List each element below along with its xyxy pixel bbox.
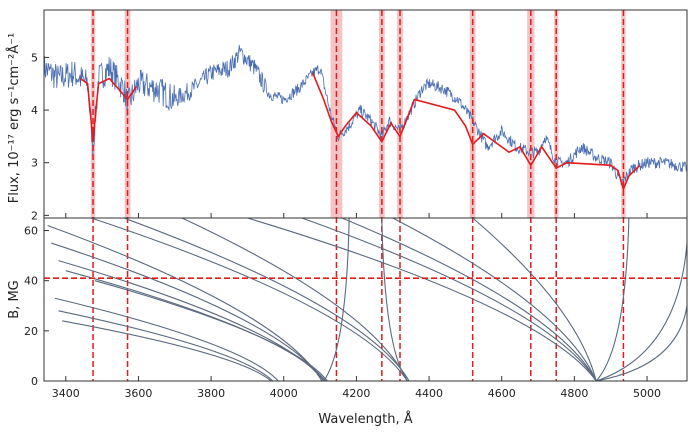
x-axis-label: Wavelength, Å bbox=[318, 411, 412, 427]
field-track-12 bbox=[301, 217, 597, 382]
top-y-tick-label-3: 5 bbox=[31, 51, 38, 64]
top-y-axis-label: Flux, 10⁻¹⁷ erg s⁻¹cm⁻²Å⁻¹ bbox=[6, 33, 22, 203]
x-tick-label-5: 4400 bbox=[415, 387, 443, 400]
bottom-y-tick-label-3: 60 bbox=[24, 225, 38, 238]
x-tick-label-7: 4800 bbox=[560, 387, 588, 400]
field-track-14 bbox=[392, 217, 597, 382]
top-flux-panel: 2 3 4 5 bbox=[31, 9, 688, 381]
field-track-11 bbox=[247, 217, 597, 382]
field-track-6 bbox=[47, 225, 323, 382]
top-y-tick-label-1: 3 bbox=[31, 157, 38, 170]
x-tick-label-2: 3800 bbox=[197, 387, 225, 400]
field-track-2 bbox=[62, 320, 272, 382]
field-track-13 bbox=[341, 217, 597, 382]
model-fit-segment-1 bbox=[312, 72, 641, 192]
bottom-plot-frame bbox=[43, 217, 688, 382]
field-track-upturn-2 bbox=[595, 217, 630, 382]
observed-spectrum-line bbox=[43, 44, 688, 185]
bottom-y-tick-label-2: 40 bbox=[24, 275, 38, 288]
bottom-y-axis-label: B, MG bbox=[7, 280, 22, 318]
field-track-8 bbox=[91, 217, 408, 382]
top-y-tick-label-0: 2 bbox=[31, 209, 38, 222]
x-tick-label-4: 4200 bbox=[342, 387, 370, 400]
field-track-0 bbox=[58, 310, 274, 382]
field-track-9 bbox=[181, 217, 408, 382]
field-track-upturn-1 bbox=[381, 217, 408, 382]
x-tick-label-8: 5000 bbox=[633, 387, 661, 400]
bottom-y-tick-label-0: 0 bbox=[31, 375, 38, 388]
field-track-4 bbox=[51, 242, 325, 382]
x-tick-label-3: 4000 bbox=[270, 387, 298, 400]
x-tick-label-0: 3400 bbox=[52, 387, 80, 400]
x-tick-label-6: 4600 bbox=[488, 387, 516, 400]
field-track-10 bbox=[123, 217, 410, 382]
field-track-upturn-4 bbox=[596, 243, 688, 382]
bottom-y-tick-label-1: 20 bbox=[24, 325, 38, 338]
field-track-7 bbox=[94, 280, 328, 382]
field-track-upturn-0 bbox=[323, 217, 350, 382]
top-y-tick-label-2: 4 bbox=[31, 104, 38, 117]
field-track-15 bbox=[472, 217, 597, 382]
model-fit-segment-0 bbox=[79, 77, 138, 142]
x-tick-label-1: 3600 bbox=[124, 387, 152, 400]
field-track-1 bbox=[54, 297, 279, 382]
bottom-field-panel: 3400 3600 3800 4000 4200 4400 4600 4800 5000 0 20 4… bbox=[24, 217, 688, 400]
field-track-upturn-3 bbox=[596, 305, 688, 382]
